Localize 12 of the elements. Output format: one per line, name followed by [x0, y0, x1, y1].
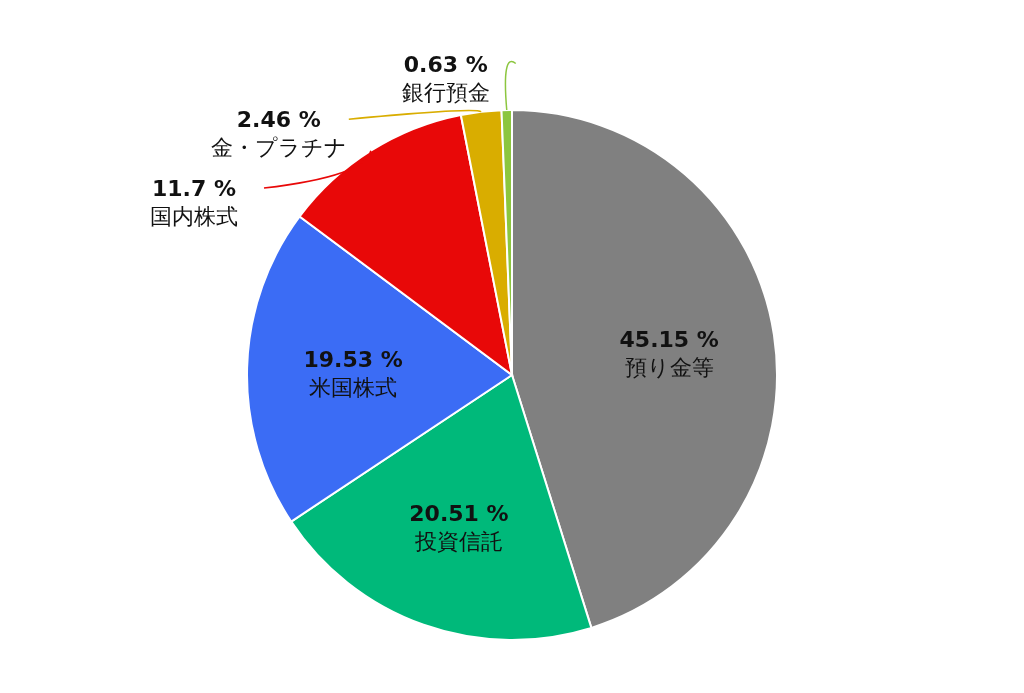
- data-label: 11.7 %: [152, 176, 236, 202]
- legend-label: 銀行預金: [401, 79, 490, 105]
- slice-label: 投資信託: [413, 528, 503, 554]
- slice-label: 預り金等: [624, 354, 714, 380]
- data-label: 45.15 %: [619, 326, 719, 352]
- slice-label: 金・プラチナ: [210, 135, 347, 161]
- data-label: 0.63 %: [403, 51, 488, 77]
- slice-label: 米国株式: [309, 374, 398, 400]
- data-label: 2.46 %: [236, 107, 321, 133]
- slice-label: 国内株式: [150, 204, 238, 230]
- data-label: 20.51 %: [409, 500, 509, 526]
- data-label: 19.53 %: [303, 346, 403, 372]
